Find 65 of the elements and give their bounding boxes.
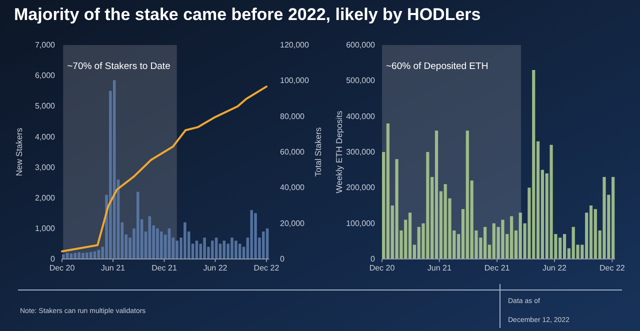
bar xyxy=(386,123,390,259)
x-tick-label: Jun 21 xyxy=(427,264,452,273)
x-tick-label: Dec 21 xyxy=(152,264,178,273)
x-tick-label: Dec 22 xyxy=(599,264,626,273)
y2-tick-label: 0 xyxy=(280,254,285,264)
x-tick-label: Dec 20 xyxy=(49,264,76,273)
x-tick-label: Dec 20 xyxy=(369,264,396,273)
chart-title: Majority of the stake came before 2022, likely by HODLers xyxy=(14,5,481,24)
y2-tick-label: 80,000 xyxy=(280,112,306,121)
bar xyxy=(408,212,412,259)
y-tick-label: 300,000 xyxy=(346,148,376,157)
bar xyxy=(434,130,438,259)
y-tick-label: 1,000 xyxy=(34,224,56,233)
y-tick-label: 7,000 xyxy=(34,40,56,50)
y-tick-label: 4,000 xyxy=(34,132,56,142)
bar xyxy=(148,216,152,259)
band-label: ~60% of Deposited ETH xyxy=(386,61,488,72)
y-tick-label: 100,000 xyxy=(346,218,376,228)
y-tick-label: 5,000 xyxy=(34,102,56,111)
bar xyxy=(501,220,504,259)
x-tick-label: Dec 21 xyxy=(484,264,510,273)
y-tick-label: 200,000 xyxy=(346,183,376,192)
x-tick-label: Jun 22 xyxy=(203,264,228,273)
bar xyxy=(222,240,226,259)
y-tick-label: 2,000 xyxy=(34,193,56,202)
bar xyxy=(562,234,566,259)
bar xyxy=(230,238,234,259)
bar xyxy=(589,206,593,259)
line-series xyxy=(61,86,268,252)
y-axis-title: Weekly ETH Deposits xyxy=(334,110,344,194)
x-tick-label: Jun 22 xyxy=(542,264,568,273)
bar xyxy=(136,192,140,259)
x-tick-label: Jun 21 xyxy=(100,264,126,273)
band-label: ~70% of Stakers to Date xyxy=(67,61,170,72)
bar xyxy=(184,222,186,259)
bar xyxy=(211,240,214,259)
y-tick-label: 0 xyxy=(50,254,56,264)
bar xyxy=(254,213,257,259)
bar xyxy=(86,252,88,259)
bar xyxy=(602,176,606,259)
y2-axis-title: Total Stakers xyxy=(313,127,323,177)
bar xyxy=(176,240,178,259)
y-tick-label: 0 xyxy=(370,254,376,264)
bar xyxy=(156,228,159,259)
x-tick-label: Dec 22 xyxy=(254,264,280,273)
bar xyxy=(82,252,84,259)
y-tick-label: 3,000 xyxy=(34,162,56,172)
bar xyxy=(550,144,553,259)
bar xyxy=(234,240,238,259)
y-tick-label: 400,000 xyxy=(346,112,376,121)
y-tick-label: 500,000 xyxy=(346,76,376,86)
bar xyxy=(78,252,80,259)
y-axis-title: New Stakers xyxy=(14,128,24,176)
y2-tick-label: 20,000 xyxy=(280,218,306,228)
y2-tick-label: 60,000 xyxy=(280,148,306,157)
bar xyxy=(195,240,198,259)
y-tick-label: 6,000 xyxy=(34,71,56,80)
y2-tick-label: 100,000 xyxy=(280,76,310,86)
y2-tick-label: 40,000 xyxy=(280,183,306,192)
bar xyxy=(203,238,206,259)
bar xyxy=(160,231,163,259)
bar xyxy=(395,159,398,259)
y-tick-label: 600,000 xyxy=(346,40,376,50)
y2-tick-label: 120,000 xyxy=(280,40,310,50)
bar xyxy=(250,210,253,259)
